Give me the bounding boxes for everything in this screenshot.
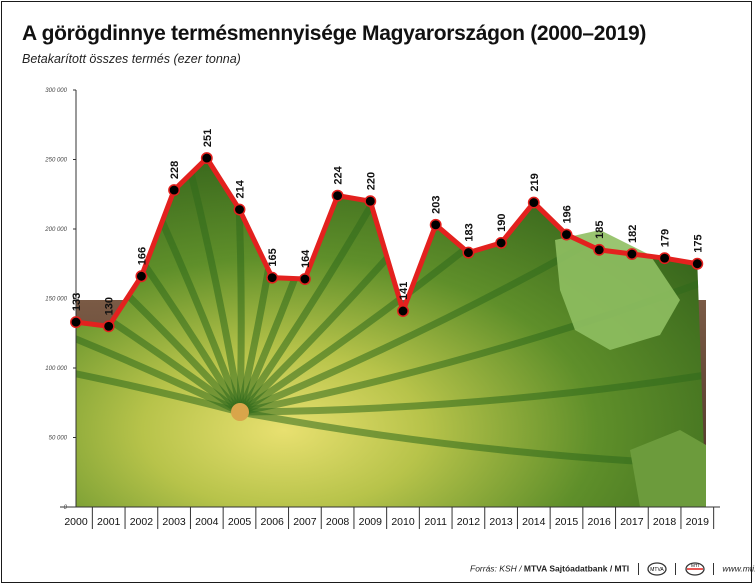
svg-text:MTI: MTI	[691, 563, 699, 568]
series-line	[73, 155, 700, 329]
data-point	[168, 184, 181, 197]
y-tick-label: 250 000	[44, 158, 67, 164]
data-label: 185	[594, 220, 606, 238]
data-label: 130	[104, 297, 116, 315]
x-tick-label: 2007	[293, 516, 317, 528]
y-tick-label: 0	[64, 505, 68, 511]
x-tick-label: 2018	[653, 516, 677, 528]
y-tick-label: 50 000	[49, 436, 68, 442]
data-label: 164	[300, 249, 312, 268]
footer-source: Forrás: KSH /	[470, 563, 522, 574]
mti-logo: MTI	[685, 562, 705, 576]
data-point	[527, 196, 540, 209]
y-tick-label: 200 000	[44, 227, 67, 233]
data-point	[658, 252, 671, 265]
data-point	[233, 203, 246, 216]
data-label: 182	[627, 225, 639, 243]
data-point	[266, 271, 279, 284]
data-label: 224	[333, 165, 345, 184]
x-tick-label: 2003	[162, 516, 186, 528]
data-point	[364, 195, 377, 208]
data-label: 133	[71, 293, 83, 311]
chart-title: A görögdinnye termésmennyisége Magyarors…	[22, 22, 647, 45]
footer-divider	[675, 563, 677, 575]
footer-publisher: MTVA Sajtóadatbank / MTI	[523, 563, 630, 574]
data-point	[593, 243, 606, 256]
footer-divider	[713, 563, 715, 575]
x-tick-label: 2005	[228, 516, 252, 528]
x-tick-label: 2004	[195, 516, 219, 528]
x-tick-label: 2015	[555, 516, 579, 528]
x-tick-label: 2016	[588, 516, 612, 528]
x-tick-label: 2012	[457, 516, 481, 528]
data-point	[135, 270, 148, 283]
data-label: 183	[463, 223, 475, 241]
data-point	[625, 248, 638, 260]
data-point	[102, 320, 115, 333]
data-label: 166	[136, 247, 148, 265]
x-tick-label: 2011	[424, 516, 447, 528]
data-label: 203	[431, 195, 443, 213]
x-tick-label: 2014	[522, 516, 546, 528]
svg-text:MTVA: MTVA	[650, 567, 664, 573]
x-tick-label: 2009	[359, 516, 383, 528]
data-label: 196	[562, 205, 574, 223]
mtva-logo: MTVA	[647, 562, 667, 576]
data-point	[200, 152, 213, 165]
data-point	[462, 246, 475, 259]
data-point	[560, 228, 573, 241]
footer-url: www.mti.hu	[722, 563, 755, 574]
data-label: 219	[529, 173, 541, 191]
x-tick-label: 2006	[261, 516, 285, 528]
data-label: 141	[398, 282, 410, 300]
data-point	[429, 218, 442, 231]
data-label: 251	[202, 129, 214, 147]
data-label: 165	[267, 248, 279, 266]
data-point	[331, 189, 344, 202]
data-label: 179	[660, 229, 672, 247]
footer: Forrás: KSH / MTVA Sajtóadatbank / MTI M…	[470, 562, 755, 576]
data-label: 214	[235, 179, 247, 198]
data-point	[70, 316, 82, 329]
footer-divider	[637, 563, 639, 575]
x-tick-label: 2001	[97, 516, 121, 528]
data-label: 190	[496, 214, 508, 232]
y-tick-label: 100 000	[45, 366, 67, 372]
x-tick-label: 2010	[391, 516, 415, 528]
x-tick-label: 2017	[620, 516, 644, 528]
data-label: 228	[169, 161, 181, 179]
x-tick-label: 2013	[489, 516, 513, 528]
y-tick-label: 300 000	[45, 88, 67, 94]
x-tick-label: 2008	[326, 516, 350, 528]
data-label: 175	[692, 234, 704, 252]
chart-subtitle: Betakarított összes termés (ezer tonna)	[22, 52, 241, 66]
x-tick-label: 2019	[686, 516, 710, 528]
data-point	[397, 305, 409, 317]
data-point	[691, 257, 704, 270]
data-point	[495, 236, 508, 249]
data-label: 220	[365, 172, 377, 190]
data-point	[298, 273, 311, 285]
x-tick-label: 2000	[64, 516, 88, 528]
y-tick-label: 150 000	[45, 297, 67, 303]
x-tick-label: 2002	[130, 516, 154, 528]
